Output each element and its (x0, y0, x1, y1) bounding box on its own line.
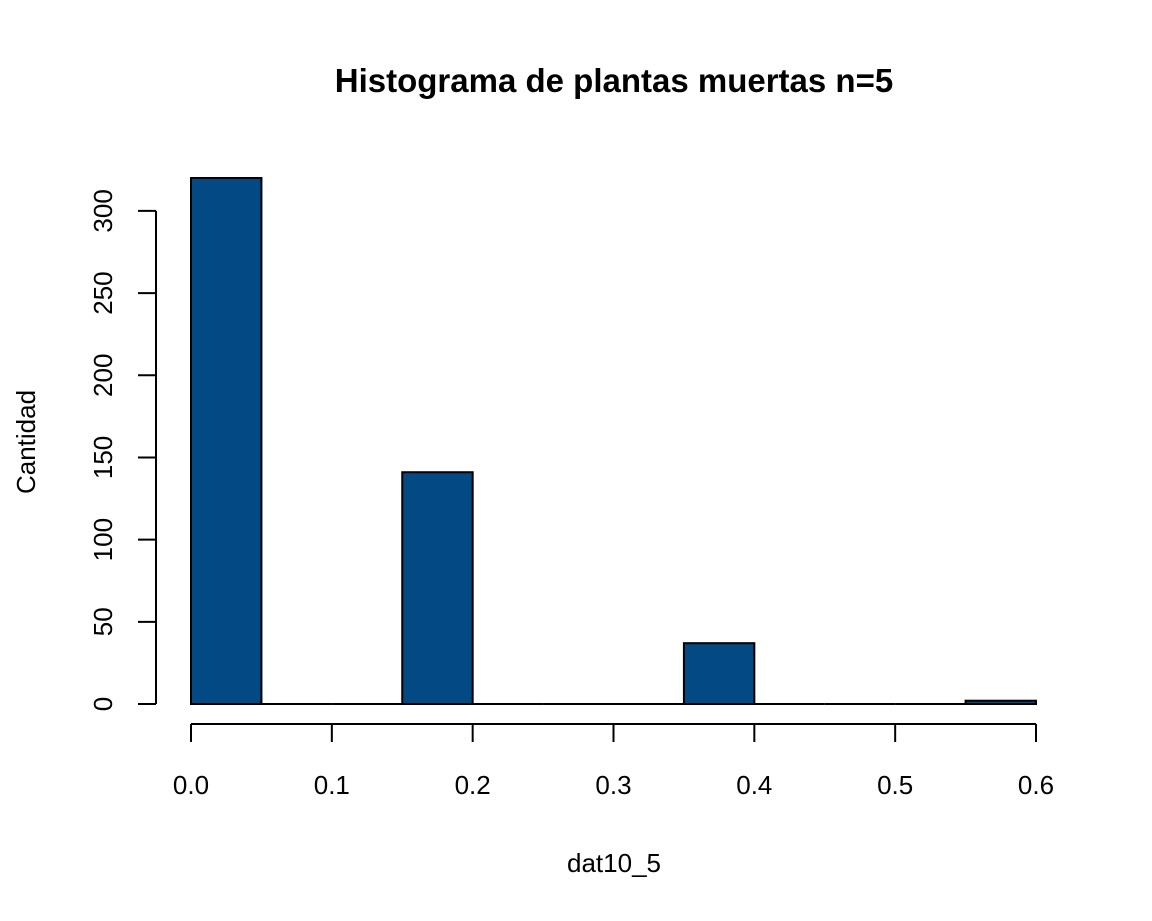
histogram-bar (401, 471, 474, 706)
y-axis: 0 50 100 150 200 250 300 (88, 189, 157, 711)
histogram-bar (964, 699, 1037, 706)
chart-title: Histograma de plantas muertas n=5 (335, 62, 893, 99)
x-axis: 0.0 0.1 0.2 0.3 0.4 0.5 0.6 (173, 723, 1054, 800)
x-tick-label: 0.5 (877, 770, 913, 800)
y-tick-label: 150 (88, 436, 118, 479)
y-tick-label: 250 (88, 271, 118, 314)
y-tick-label: 50 (88, 607, 118, 636)
y-tick-label: 0 (88, 697, 118, 711)
y-tick-label: 100 (88, 518, 118, 561)
x-tick-label: 0.4 (736, 770, 772, 800)
y-tick-label: 300 (88, 189, 118, 232)
x-tick-label: 0.0 (173, 770, 209, 800)
x-tick-label: 0.2 (455, 770, 491, 800)
y-tick-label: 200 (88, 354, 118, 397)
x-axis-label: dat10_5 (567, 848, 661, 878)
histogram-bar (682, 642, 756, 706)
x-tick-label: 0.1 (314, 770, 350, 800)
x-tick-label: 0.3 (595, 770, 631, 800)
y-axis-label: Cantidad (11, 390, 41, 494)
histogram-bar (190, 177, 263, 705)
bars-group (190, 177, 1037, 706)
x-tick-label: 0.6 (1018, 770, 1054, 800)
